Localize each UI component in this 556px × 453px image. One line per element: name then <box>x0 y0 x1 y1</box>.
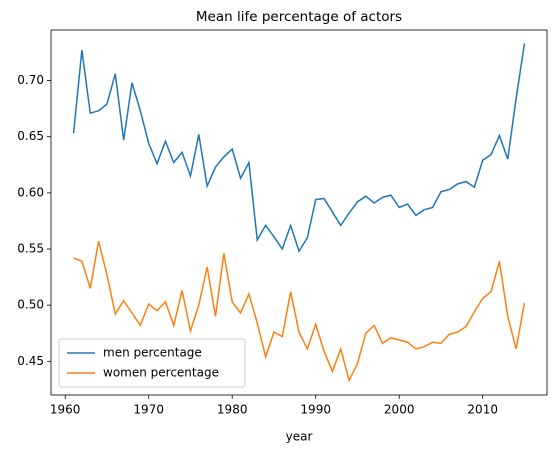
legend-label: men percentage <box>103 346 202 360</box>
line-series <box>72 43 526 254</box>
legend-label: women percentage <box>103 366 219 380</box>
x-axis-label: year <box>286 430 313 444</box>
y-tick-label: 0.65 <box>17 129 44 143</box>
line-series <box>73 240 526 383</box>
legend: men percentage women percentage <box>58 338 246 388</box>
x-tick-label: 2000 <box>384 403 415 417</box>
x-tick-label: 1980 <box>217 403 248 417</box>
x-tick-label: 1990 <box>300 403 331 417</box>
y-tick-label: 0.45 <box>17 354 44 368</box>
y-tick-label: 0.70 <box>17 73 44 87</box>
x-tick-label: 1960 <box>50 403 81 417</box>
y-tick-label: 0.50 <box>17 298 44 312</box>
chart-title: Mean life percentage of actors <box>196 9 402 25</box>
y-tick-label: 0.55 <box>17 242 44 256</box>
legend-box <box>58 338 246 388</box>
x-tick-label: 1970 <box>133 403 164 417</box>
y-tick-label: 0.60 <box>17 185 44 199</box>
x-tick-label: 2010 <box>467 403 498 417</box>
plot-frame <box>50 29 548 396</box>
